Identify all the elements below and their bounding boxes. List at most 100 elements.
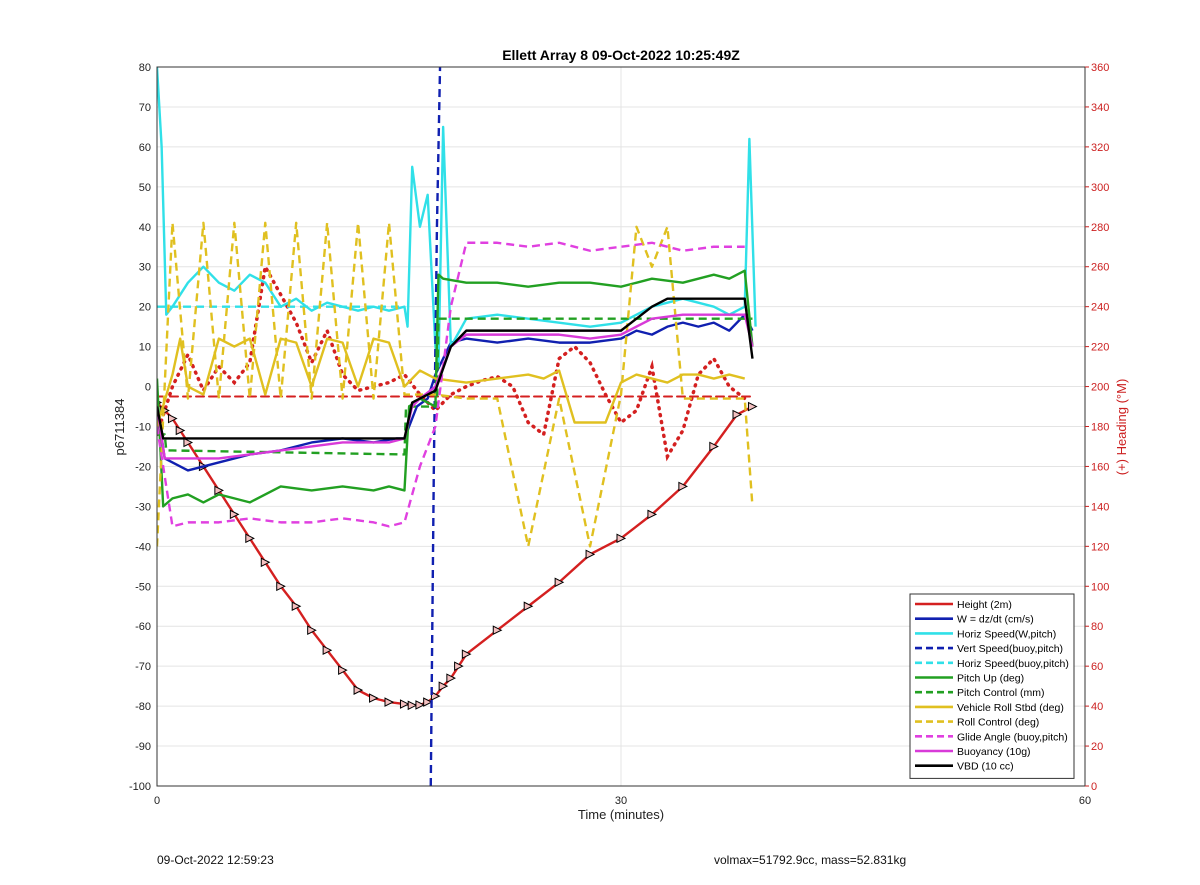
height-data-point xyxy=(276,581,286,592)
series-vehicle-roll-stbd-deg- xyxy=(157,337,746,427)
series-height-2m- xyxy=(157,401,754,707)
series-vert-speed-buoy-pitch- xyxy=(429,67,442,786)
y2-tick-label: 360 xyxy=(1091,62,1109,74)
legend-box xyxy=(909,593,1075,779)
y2-tick-label: 100 xyxy=(1091,581,1109,593)
y-tick-label: -40 xyxy=(135,541,151,553)
height-data-point xyxy=(338,665,348,675)
legend-entry: Buoyancy (10g) xyxy=(957,746,1031,758)
height-data-point xyxy=(732,409,743,420)
x-tick-label: 60 xyxy=(1079,795,1091,807)
y2-tick-label: 260 xyxy=(1091,262,1109,274)
legend-entry: Vehicle Roll Stbd (deg) xyxy=(957,702,1064,714)
height-data-point xyxy=(369,693,379,703)
series-vbd-10-cc- xyxy=(157,297,754,440)
y2-tick-label: 180 xyxy=(1091,422,1109,434)
height-data-point xyxy=(214,485,224,496)
y2-tick-label: 20 xyxy=(1091,741,1103,753)
y-tick-label: 20 xyxy=(139,302,151,314)
legend-entry: Pitch Control (mm) xyxy=(957,687,1045,699)
y2-tick-label: 320 xyxy=(1091,142,1109,154)
legend-entry: Roll Control (deg) xyxy=(957,717,1039,729)
height-data-point xyxy=(407,700,418,711)
y2-tick-label: 280 xyxy=(1091,222,1109,234)
x-tick-label: 0 xyxy=(154,795,160,807)
y-tick-label: 50 xyxy=(139,182,151,194)
y-tick-label: -60 xyxy=(135,621,151,633)
y-tick-label: -100 xyxy=(129,781,151,793)
tick-labels: 80706050403020100-10-20-30-40-50-60-70-8… xyxy=(129,62,1109,807)
height-data-point xyxy=(438,681,449,691)
legend-entry: Horiz Speed(W,pitch) xyxy=(957,628,1056,640)
y2-tick-label: 140 xyxy=(1091,501,1109,513)
height-data-point xyxy=(245,533,255,544)
height-data-point xyxy=(322,645,333,655)
height-data-point xyxy=(678,481,688,492)
y2-tick-label: 0 xyxy=(1091,781,1097,793)
series-layer xyxy=(157,67,758,786)
y2-tick-label: 220 xyxy=(1091,342,1109,354)
y2-tick-label: 40 xyxy=(1091,701,1103,713)
y-tick-label: -20 xyxy=(135,461,151,473)
height-data-point xyxy=(454,661,464,671)
height-data-point xyxy=(423,697,433,707)
height-data-point xyxy=(229,509,240,520)
y-tick-label: 70 xyxy=(139,102,151,114)
x-axis-label: Time (minutes) xyxy=(578,807,664,822)
y-tick-label: 30 xyxy=(139,262,151,274)
y-tick-label: 60 xyxy=(139,142,151,154)
height-data-point xyxy=(415,700,426,710)
y2-tick-label: 80 xyxy=(1091,621,1103,633)
footer-timestamp: 09-Oct-2022 12:59:23 xyxy=(157,853,274,867)
height-data-point xyxy=(446,673,456,683)
height-data-point xyxy=(647,509,658,520)
series-heading xyxy=(157,261,747,462)
y-tick-label: -80 xyxy=(135,701,151,713)
legend-entry: W = dz/dt (cm/s) xyxy=(957,614,1034,626)
height-data-point xyxy=(399,699,410,709)
height-data-point xyxy=(183,437,194,448)
series-buoyancy-10g- xyxy=(157,313,754,460)
series-roll-control-deg- xyxy=(157,221,754,548)
height-data-point xyxy=(384,697,395,707)
y2-tick-label: 120 xyxy=(1091,541,1109,553)
y2-tick-label: 340 xyxy=(1091,102,1109,114)
chart-title: Ellett Array 8 09-Oct-2022 10:25:49Z xyxy=(502,47,740,63)
height-data-point xyxy=(461,649,472,659)
chart-legend: Height (2m) W = dz/dt (cm/s) Horiz Speed(W… xyxy=(909,593,1075,779)
height-data-point xyxy=(492,625,503,636)
y-tick-label: -50 xyxy=(135,581,151,593)
series-glide-angle-buoy-pitch- xyxy=(157,241,745,528)
series-pitch-up-deg- xyxy=(157,269,754,508)
y2-tick-label: 240 xyxy=(1091,302,1109,314)
y-tick-label: 0 xyxy=(145,382,151,394)
height-data-point xyxy=(291,601,302,612)
height-data-point xyxy=(523,601,534,612)
height-data-point xyxy=(585,549,596,560)
y-tick-label: 40 xyxy=(139,222,151,234)
series-horiz-speed-w-pitch- xyxy=(157,67,757,368)
height-data-point xyxy=(709,441,719,452)
height-data-point xyxy=(307,625,317,636)
legend-entry: Pitch Up (deg) xyxy=(957,673,1024,685)
y-tick-label: -30 xyxy=(135,501,151,513)
legend-entry: VBD (10 cc) xyxy=(957,761,1014,773)
legend-entry: Glide Angle (buoy,pitch) xyxy=(957,731,1068,743)
height-data-point xyxy=(430,691,441,701)
footer-vehicle-info: volmax=51792.9cc, mass=52.831kg xyxy=(714,853,907,867)
height-data-point xyxy=(167,413,178,424)
height-data-point xyxy=(260,557,271,568)
y2-tick-label: 160 xyxy=(1091,461,1109,473)
x-tick-label: 30 xyxy=(615,795,627,807)
plot-area xyxy=(157,67,758,786)
y2-tick-label: 300 xyxy=(1091,182,1109,194)
legend-entry: Vert Speed(buoy,pitch) xyxy=(957,643,1063,655)
legend-entry: Horiz Speed(buoy,pitch) xyxy=(957,658,1069,670)
y-tick-label: 80 xyxy=(139,62,151,74)
y-tick-label: -90 xyxy=(135,741,151,753)
y-tick-label: -70 xyxy=(135,661,151,673)
height-data-point xyxy=(554,577,565,588)
height-data-point xyxy=(353,685,364,695)
y2-tick-label: 200 xyxy=(1091,382,1109,394)
